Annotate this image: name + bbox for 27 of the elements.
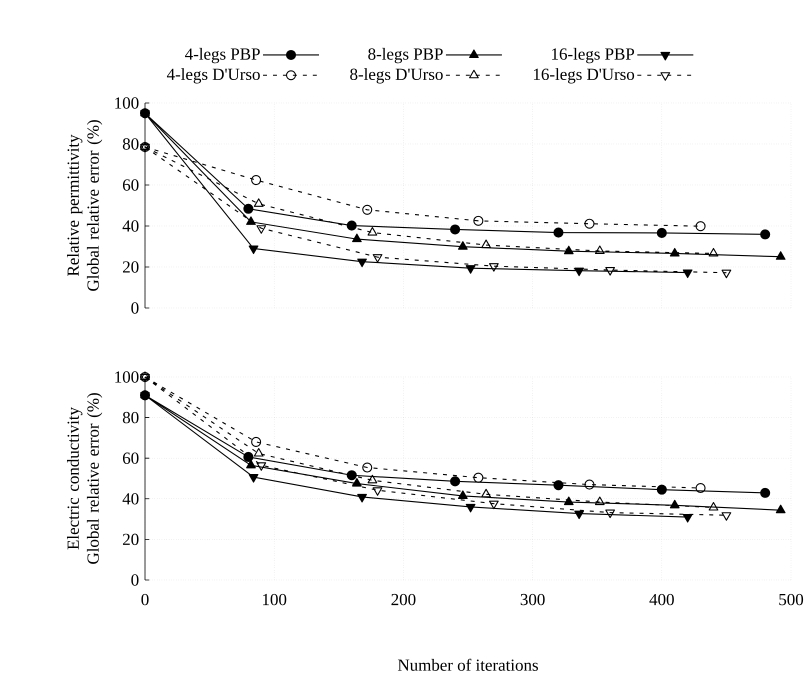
y-tick-label: 40 bbox=[122, 220, 139, 232]
y-tick-label: 100 bbox=[115, 371, 139, 383]
legend-label: 8-legs D'Urso bbox=[350, 68, 443, 84]
y-tick-label: 40 bbox=[122, 493, 139, 505]
y-tick-label: 0 bbox=[131, 302, 139, 314]
legend-label: 16-legs PBP bbox=[552, 48, 634, 64]
y-tick-label: 80 bbox=[122, 412, 139, 424]
x-tick-label: 400 bbox=[649, 594, 674, 606]
y-axis-title: Relative permittivity Global relative error (%) bbox=[66, 120, 102, 291]
legend-label: 8-legs PBP bbox=[368, 48, 443, 64]
y-axis-title: Electric conductivity Global relative error (%) bbox=[66, 393, 102, 564]
x-tick-label: 300 bbox=[520, 594, 545, 606]
y-tick-label: 60 bbox=[122, 179, 139, 191]
x-axis-title: Number of iterations bbox=[398, 658, 538, 671]
x-tick-label: 100 bbox=[262, 594, 286, 606]
y-tick-label: 20 bbox=[122, 261, 139, 273]
x-tick-label: 500 bbox=[779, 594, 804, 606]
legend-label: 16-legs D'Urso bbox=[534, 68, 634, 84]
x-tick-label: 0 bbox=[141, 594, 149, 606]
y-tick-label: 0 bbox=[131, 574, 139, 586]
legend-label: 4-legs PBP bbox=[185, 48, 260, 64]
y-tick-label: 100 bbox=[115, 97, 139, 109]
y-tick-label: 60 bbox=[122, 452, 139, 464]
x-tick-label: 200 bbox=[391, 594, 416, 606]
legend-label: 4-legs D'Urso bbox=[166, 68, 260, 84]
y-tick-label: 20 bbox=[122, 534, 139, 546]
y-tick-label: 80 bbox=[122, 138, 139, 150]
